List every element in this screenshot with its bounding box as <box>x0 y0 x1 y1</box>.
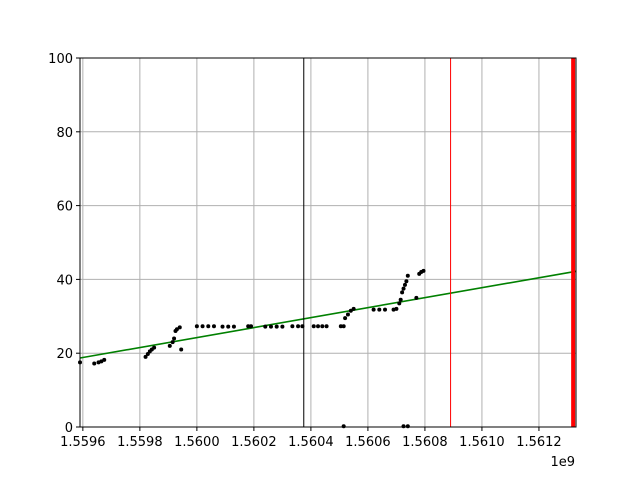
data-point <box>290 324 295 329</box>
data-point <box>351 306 356 311</box>
data-point <box>249 324 254 329</box>
data-point <box>324 324 329 329</box>
trend-line-layer <box>79 270 577 359</box>
y-tick-label: 60 <box>56 200 73 215</box>
data-point <box>397 301 402 306</box>
x-tick-label: 1.5610 <box>459 435 505 450</box>
x-tick-label: 1.5596 <box>60 435 106 450</box>
data-point <box>296 324 301 329</box>
data-point <box>414 295 419 300</box>
data-point <box>143 354 148 359</box>
data-point <box>152 345 157 350</box>
data-point <box>401 424 406 429</box>
data-point <box>394 306 399 311</box>
data-point <box>320 324 325 329</box>
x-tick-label: 1.5598 <box>117 435 163 450</box>
data-point <box>280 324 285 329</box>
data-point <box>263 324 268 329</box>
data-point <box>200 324 205 329</box>
data-point <box>311 324 316 329</box>
data-point <box>220 324 225 329</box>
data-point <box>401 286 406 291</box>
data-point <box>211 324 216 329</box>
x-tick-label: 1.5608 <box>402 435 448 450</box>
data-point <box>400 290 405 295</box>
data-point <box>402 282 407 287</box>
data-point <box>170 340 175 345</box>
data-point <box>206 324 211 329</box>
y-tick-label: 100 <box>48 52 73 67</box>
data-point <box>343 316 348 321</box>
data-point <box>174 327 179 332</box>
data-point <box>405 273 410 278</box>
x-axis-ticks: 1.5596 1.5598 1.5600 1.5602 1.5604 1.5606 1.56… <box>60 427 562 450</box>
vertical-lines <box>303 58 576 427</box>
x-tick-label: 1.5606 <box>345 435 391 450</box>
scatter-points <box>78 268 426 429</box>
data-point <box>338 324 343 329</box>
x-tick-label: 1.5604 <box>288 435 334 450</box>
data-point <box>405 424 410 429</box>
x-tick-label: 1.5600 <box>174 435 220 450</box>
data-point <box>194 324 199 329</box>
data-point <box>274 324 279 329</box>
data-point <box>316 324 321 329</box>
data-point <box>179 347 184 352</box>
data-point <box>341 424 346 429</box>
data-point <box>167 343 172 348</box>
x-offset-label: 1e9 <box>550 455 575 470</box>
data-point <box>102 357 107 362</box>
data-point <box>404 279 409 284</box>
data-point <box>226 324 231 329</box>
data-point <box>92 361 97 366</box>
data-point <box>348 308 353 313</box>
data-point <box>172 336 177 341</box>
trend-line <box>79 270 577 359</box>
data-point <box>177 325 182 330</box>
data-point <box>383 307 388 312</box>
y-tick-label: 80 <box>56 126 73 141</box>
grid <box>80 57 576 428</box>
y-axis-ticks: 0 20 40 60 80 100 <box>48 52 80 436</box>
data-point <box>377 307 382 312</box>
data-point <box>246 324 251 329</box>
data-point <box>371 307 376 312</box>
y-tick-label: 20 <box>56 347 73 362</box>
data-point <box>345 312 350 317</box>
data-point <box>341 324 346 329</box>
y-tick-label: 40 <box>56 273 73 288</box>
x-tick-label: 1.5612 <box>516 435 562 450</box>
plot-frame <box>79 57 577 428</box>
data-point <box>231 324 236 329</box>
data-point <box>268 324 273 329</box>
x-tick-label: 1.5602 <box>231 435 277 450</box>
data-point <box>398 297 403 302</box>
data-point <box>421 268 426 273</box>
y-tick-label: 0 <box>65 421 73 436</box>
